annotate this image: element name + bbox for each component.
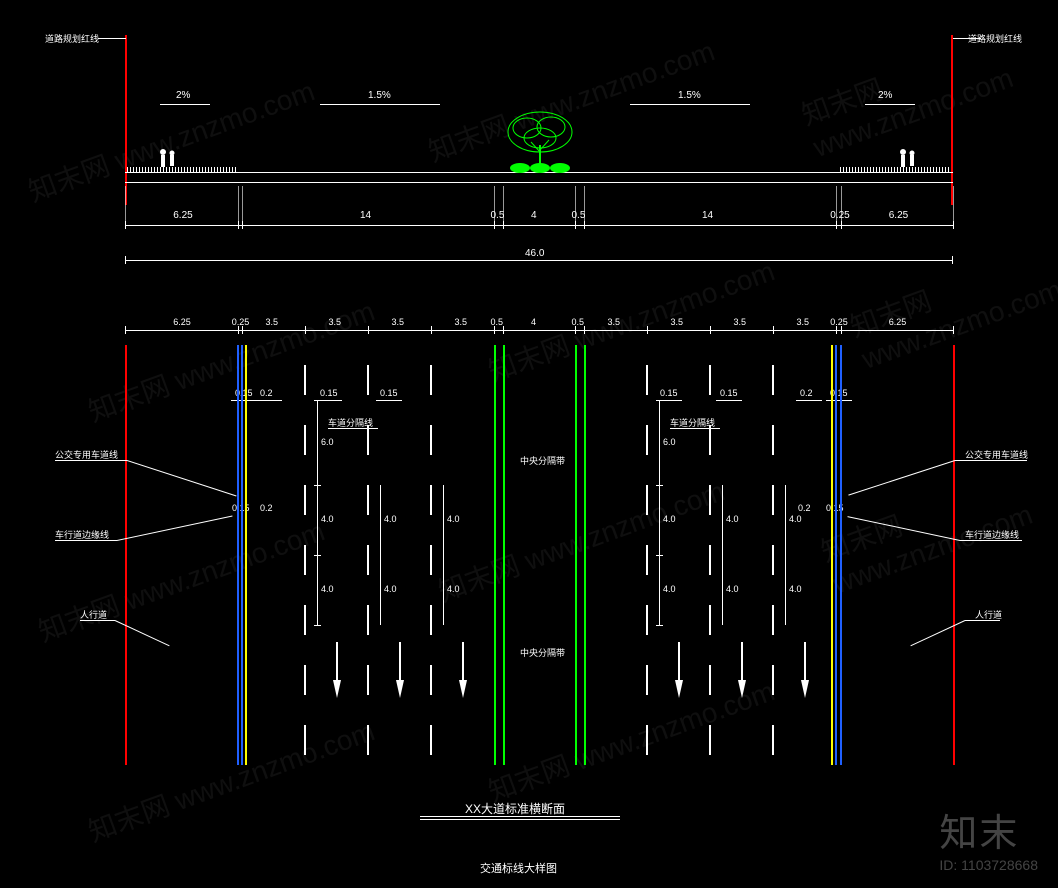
leader-line: [127, 460, 237, 496]
leader-line: [965, 620, 1000, 621]
watermark: 知末网 www.znzmo.com: [432, 470, 729, 611]
drawing-subtitle: 交通标线大样图: [480, 860, 557, 876]
sidewalk-left: [127, 167, 237, 172]
boundary-line-left: [125, 35, 127, 205]
leader-line: [955, 460, 1027, 461]
dim-label: 3.5: [671, 317, 684, 327]
vert-dim-label: 4.0: [663, 514, 676, 524]
dim-label: 0.25: [830, 317, 848, 327]
dim-label: 3.5: [734, 317, 747, 327]
slope-label: 2%: [176, 90, 190, 101]
brand-block: 知末 ID: 1103728668: [939, 802, 1038, 873]
watermark: 知末网 www.znzmo.com: [82, 290, 379, 431]
title-underline: [420, 816, 620, 817]
slope-line: [630, 104, 750, 105]
leader-line: [55, 540, 117, 541]
leader-line: [848, 460, 955, 496]
dim-label: 0.25: [232, 317, 250, 327]
leader-line: [910, 620, 965, 646]
vert-dim-label: 4.0: [384, 584, 397, 594]
watermark: 知末网 www.znzmo.com: [482, 670, 779, 811]
dim-label: 3.5: [329, 317, 342, 327]
vert-dim-label: 6.0: [663, 437, 676, 447]
slope-label: 1.5%: [368, 90, 391, 101]
leader-line: [117, 515, 233, 541]
dim-label: 0.5: [572, 317, 585, 327]
dim-label: 3.5: [455, 317, 468, 327]
slope-line: [320, 104, 440, 105]
leader-line: [115, 620, 170, 646]
slope-line: [865, 104, 915, 105]
label-median: 中央分隔带: [520, 454, 565, 467]
sub-dim-label: 0.15: [660, 388, 678, 398]
pedestrian-icon: [898, 148, 918, 170]
vert-dim-label: 4.0: [447, 584, 460, 594]
leader-line: [847, 516, 960, 541]
dim-label: 0.5: [491, 317, 504, 327]
leader-line: [328, 428, 378, 429]
vert-dim-label: 4.0: [384, 514, 397, 524]
dim-total-line: [125, 260, 953, 261]
brand-id: ID: 1103728668: [939, 857, 1038, 873]
road-surface-bot: [125, 182, 953, 183]
vert-dim-label: 4.0: [447, 514, 460, 524]
dim-label: 4: [531, 210, 537, 221]
sub-dim-label: 0.2: [798, 503, 811, 513]
pedestrian-icon: [158, 148, 178, 170]
leader-line: [953, 38, 981, 39]
leader-line: [670, 428, 720, 429]
vert-dim-label: 4.0: [321, 584, 334, 594]
dim-label: 4: [531, 317, 536, 327]
vert-dim-label: 4.0: [663, 584, 676, 594]
sub-dim-label: 0.2: [260, 503, 273, 513]
dim-label: 6.25: [889, 210, 908, 221]
label-median: 中央分隔带: [520, 646, 565, 659]
tree-icon: [495, 110, 585, 175]
boundary-line-right: [951, 35, 953, 205]
vert-dim-label: 4.0: [789, 584, 802, 594]
dim-label: 3.5: [392, 317, 405, 327]
title-underline: [420, 819, 620, 820]
sub-dim-label: 0.15: [380, 388, 398, 398]
dim-total-label: 46.0: [525, 248, 544, 259]
slope-label: 2%: [878, 90, 892, 101]
brand-logo: 知末: [939, 802, 1038, 857]
vert-dim-label: 4.0: [789, 514, 802, 524]
leader-line: [960, 540, 1022, 541]
slope-label: 1.5%: [678, 90, 701, 101]
watermark: 知末网 www.znzmo.com: [844, 236, 1058, 375]
drawing-title: XX大道标准横断面: [465, 800, 565, 817]
sub-dim-label: 0.2: [800, 388, 813, 398]
dim-label: 6.25: [173, 210, 192, 221]
dim-label: 3.5: [608, 317, 621, 327]
leader-line: [98, 38, 126, 39]
sub-dim-label: 0.15: [320, 388, 338, 398]
dim-label: 14: [360, 210, 371, 221]
leader-line: [55, 460, 127, 461]
boundary-label-left: 道路规划红线: [45, 32, 99, 45]
dim-label: 6.25: [173, 317, 191, 327]
dim-label: 3.5: [797, 317, 810, 327]
vert-dim-label: 4.0: [321, 514, 334, 524]
vert-dim-label: 4.0: [726, 514, 739, 524]
dim-label: 6.25: [889, 317, 907, 327]
slope-line: [160, 104, 210, 105]
dim-label: 14: [702, 210, 713, 221]
watermark: 知末网 www.znzmo.com: [82, 710, 379, 851]
vert-dim-label: 6.0: [321, 437, 334, 447]
sub-dim-label: 0.2: [260, 388, 273, 398]
leader-line: [80, 620, 115, 621]
watermark: 知末网 www.znzmo.com: [815, 451, 1058, 600]
watermark: 知末网 www.znzmo.com: [22, 70, 319, 211]
dim-label: 3.5: [266, 317, 279, 327]
vert-dim-label: 4.0: [726, 584, 739, 594]
sidewalk-right: [840, 167, 950, 172]
sub-dim-label: 0.15: [720, 388, 738, 398]
